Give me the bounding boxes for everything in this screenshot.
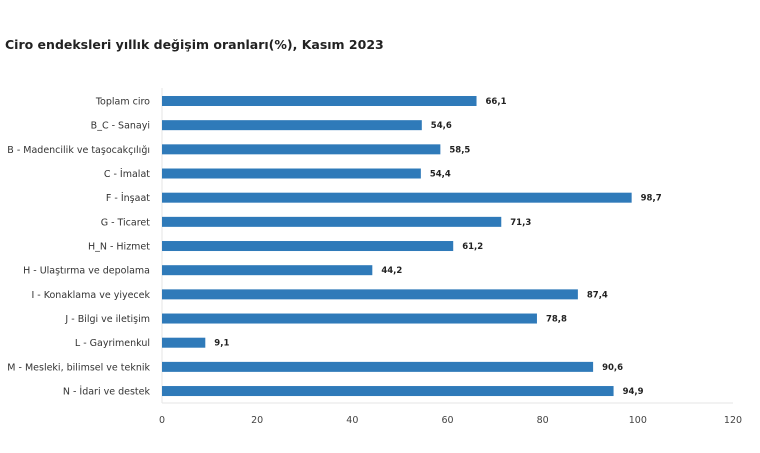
data-label: 61,2: [462, 242, 483, 252]
bar: [162, 241, 454, 252]
category-label: L - Gayrimenkul: [75, 338, 150, 349]
chart-title: Ciro endeksleri yıllık değişim oranları(…: [5, 37, 384, 52]
x-tick-label: 40: [346, 415, 358, 426]
category-label: F - İnşaat: [106, 193, 150, 204]
bar: [162, 144, 441, 155]
data-label: 87,4: [587, 290, 608, 300]
bar: [162, 361, 594, 372]
data-label: 94,9: [623, 387, 644, 397]
bar: [162, 96, 477, 106]
x-tick-label: 120: [724, 415, 742, 426]
category-label: B - Madencilik ve taşocakçılığı: [7, 145, 150, 156]
x-tick-label: 60: [441, 415, 453, 426]
x-tick-label: 20: [251, 415, 263, 426]
data-label: 58,5: [449, 145, 470, 155]
category-label: I - Konaklama ve yiyecek: [31, 290, 150, 301]
bar: [162, 289, 578, 300]
data-label: 44,2: [381, 266, 402, 276]
data-label: 66,1: [486, 97, 507, 107]
bar: [162, 216, 502, 227]
category-label: N - İdari ve destek: [63, 387, 151, 398]
bar: [162, 192, 632, 203]
category-label: J - Bilgi ve iletişim: [64, 314, 150, 325]
data-label: 71,3: [510, 218, 531, 228]
data-label: 9,1: [214, 339, 229, 349]
bar: [162, 120, 422, 131]
data-label: 54,4: [430, 170, 451, 180]
category-label: H_N - Hizmet: [88, 242, 150, 253]
data-label: 90,6: [602, 363, 623, 373]
category-label: C - İmalat: [104, 169, 150, 180]
category-label: M - Mesleki, bilimsel ve teknik: [7, 362, 150, 373]
category-label: G - Ticaret: [101, 217, 151, 228]
x-tick-label: 0: [159, 415, 165, 426]
bar: [162, 313, 537, 324]
bar: [162, 337, 206, 348]
x-tick-label: 100: [629, 415, 647, 426]
x-tick-label: 80: [537, 415, 549, 426]
category-label: B_C - Sanayi: [91, 121, 150, 132]
data-label: 78,8: [546, 315, 567, 325]
data-label: 98,7: [641, 194, 662, 204]
category-label: H - Ulaştırma ve depolama: [23, 266, 150, 277]
bar: [162, 265, 373, 276]
data-label: 54,6: [431, 121, 452, 131]
bar: [162, 168, 421, 179]
category-label: Toplam ciro: [95, 97, 150, 108]
bar: [162, 386, 614, 397]
